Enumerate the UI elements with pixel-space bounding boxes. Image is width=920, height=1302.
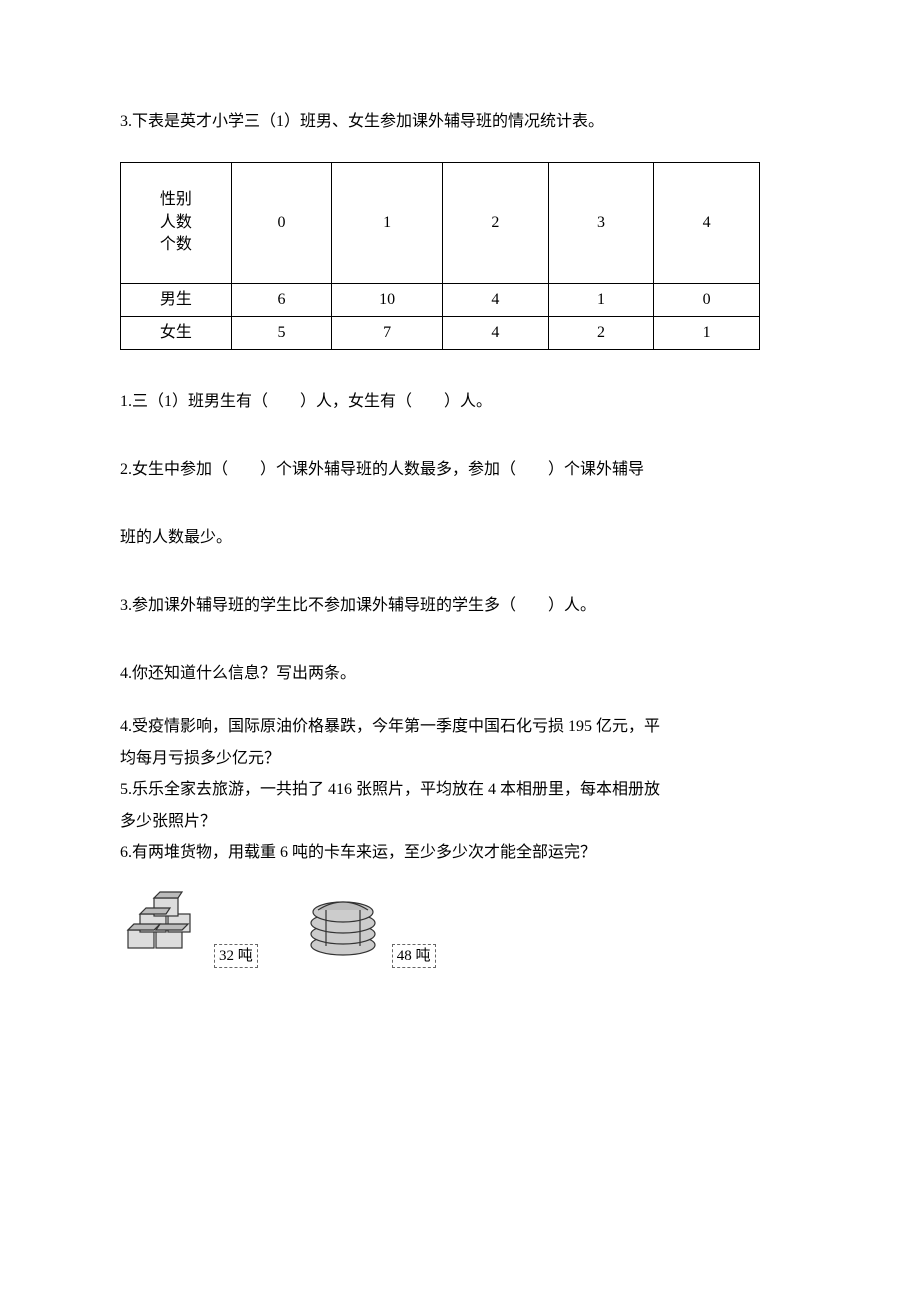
corner-line-3: 个数 [121, 234, 231, 256]
intro-text: 3.下表是英才小学三（1）班男、女生参加课外辅导班的情况统计表。 [120, 110, 800, 134]
table-row: 女生 5 7 4 2 1 [121, 317, 760, 350]
col-header: 4 [654, 163, 760, 284]
cell: 2 [548, 317, 654, 350]
cell: 4 [442, 317, 548, 350]
cargo-illustration-row: 32 吨 48 吨 [120, 890, 800, 969]
followup-4-line1: 4.受疫情影响，国际原油价格暴跌，今年第一季度中国石化亏损 195 亿元，平 [120, 714, 800, 740]
corner-line-2: 人数 [121, 212, 231, 234]
cargo-right-caption: 48 吨 [392, 944, 436, 969]
row-label: 男生 [121, 284, 232, 317]
cell: 1 [654, 317, 760, 350]
cell: 10 [332, 284, 443, 317]
question-3: 3.参加课外辅导班的学生比不参加课外辅导班的学生多（ ）人。 [120, 594, 800, 618]
question-2-line2: 班的人数最少。 [120, 526, 800, 550]
col-header: 1 [332, 163, 443, 284]
col-header: 3 [548, 163, 654, 284]
table-header-row: 性别 人数 个数 0 1 2 3 4 [121, 163, 760, 284]
cell: 1 [548, 284, 654, 317]
cargo-right: 48 吨 [298, 890, 436, 969]
question-2-line1: 2.女生中参加（ ）个课外辅导班的人数最多，参加（ ）个课外辅导 [120, 458, 800, 482]
stats-table: 性别 人数 个数 0 1 2 3 4 男生 6 10 4 1 0 女生 5 7 … [120, 162, 760, 350]
cell: 5 [231, 317, 332, 350]
question-2: 2.女生中参加（ ）个课外辅导班的人数最多，参加（ ）个课外辅导 班的人数最少。 [120, 458, 800, 550]
document-page: 3.下表是英才小学三（1）班男、女生参加课外辅导班的情况统计表。 性别 人数 个… [0, 0, 920, 1028]
question-1: 1.三（1）班男生有（ ）人，女生有（ ）人。 [120, 390, 800, 414]
cargo-left: 32 吨 [120, 890, 258, 969]
col-header: 0 [231, 163, 332, 284]
col-header: 2 [442, 163, 548, 284]
boxes-icon [120, 890, 210, 960]
followup-5-line2: 多少张照片？ [120, 809, 800, 835]
cell: 4 [442, 284, 548, 317]
followup-4-line2: 均每月亏损多少亿元？ [120, 746, 800, 772]
table-row: 男生 6 10 4 1 0 [121, 284, 760, 317]
cell: 6 [231, 284, 332, 317]
table-corner-cell: 性别 人数 个数 [121, 163, 232, 284]
cargo-left-caption: 32 吨 [214, 944, 258, 969]
bags-icon [298, 890, 388, 960]
row-label: 女生 [121, 317, 232, 350]
corner-line-1: 性别 [121, 189, 231, 211]
followup-5-line1: 5.乐乐全家去旅游，一共拍了 416 张照片，平均放在 4 本相册里，每本相册放 [120, 777, 800, 803]
cell: 7 [332, 317, 443, 350]
followup-6: 6.有两堆货物，用载重 6 吨的卡车来运，至少多少次才能全部运完？ [120, 840, 800, 866]
cell: 0 [654, 284, 760, 317]
question-4: 4.你还知道什么信息？写出两条。 [120, 662, 800, 686]
